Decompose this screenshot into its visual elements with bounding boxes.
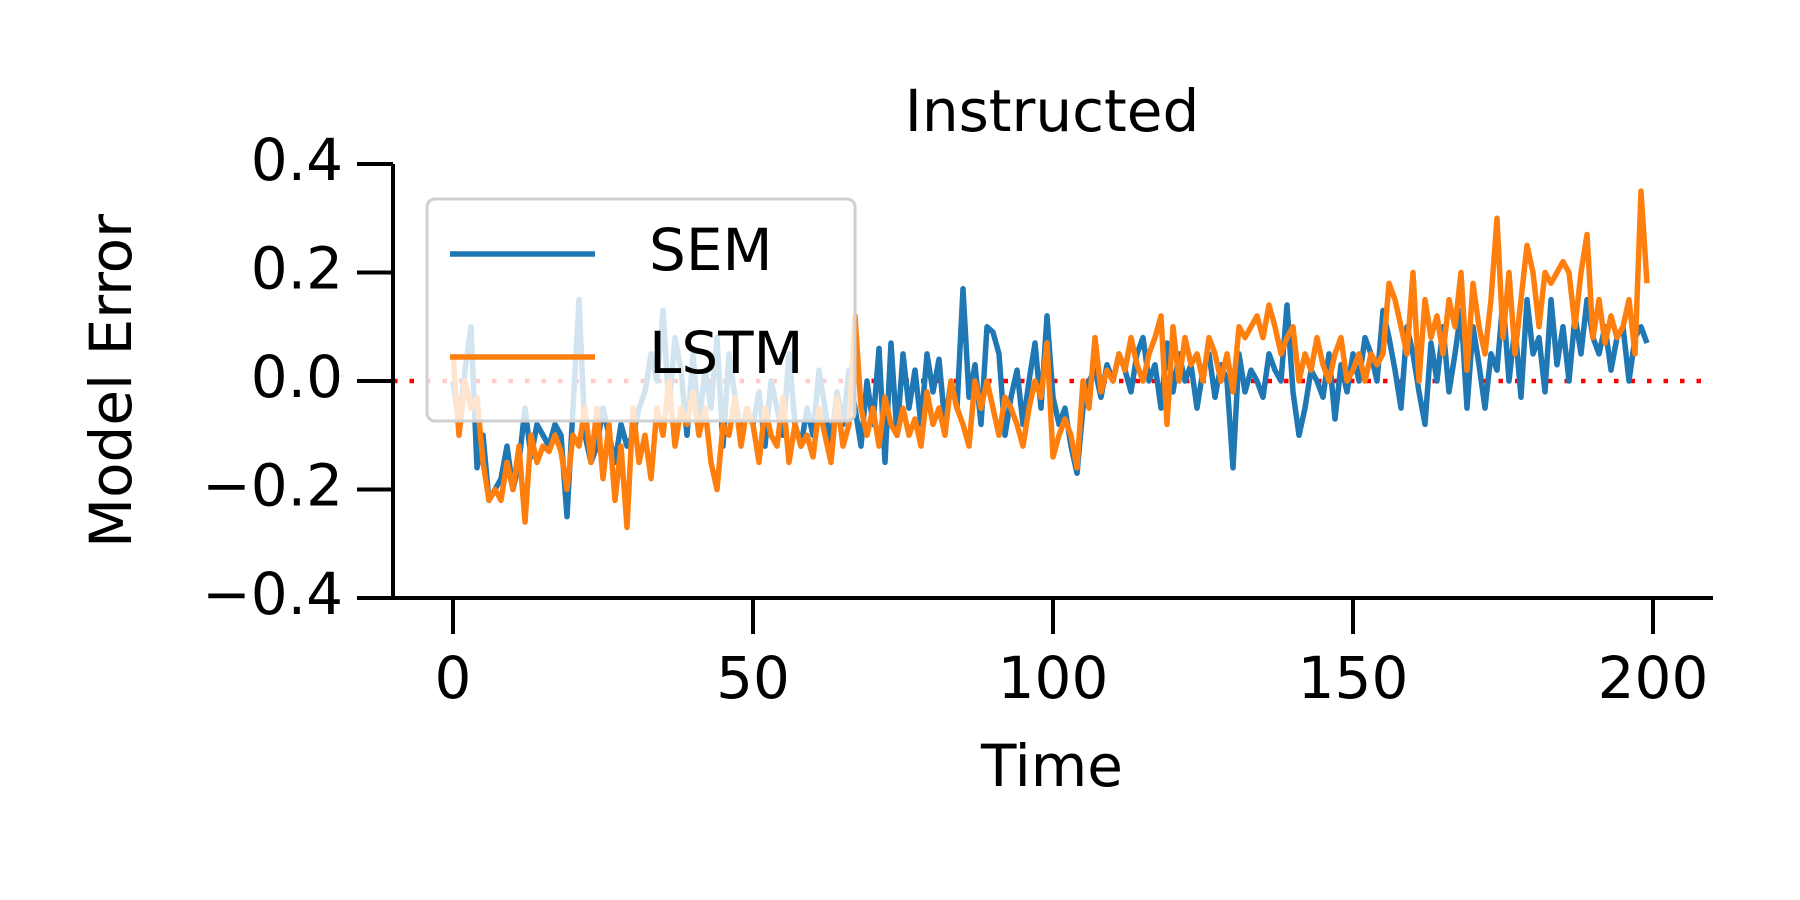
x-tick-label: 150 — [1298, 644, 1409, 712]
chart-title: Instructed — [905, 77, 1200, 145]
x-tick-label: 200 — [1598, 644, 1709, 712]
y-tick-label: 0.0 — [251, 343, 343, 411]
legend: SEM LSTM — [425, 197, 857, 423]
y-axis-label: Model Error — [77, 214, 145, 548]
x-tick-label: 50 — [716, 644, 790, 712]
y-tick-label: 0.4 — [251, 126, 343, 194]
y-tick-label: −0.2 — [202, 452, 343, 520]
data-line — [450, 188, 1650, 531]
x-tick-label: 100 — [998, 644, 1109, 712]
x-tick-label: 0 — [435, 644, 472, 712]
legend-box — [425, 197, 857, 423]
y-tick-label: −0.4 — [202, 560, 343, 628]
y-tick-label: 0.2 — [251, 235, 343, 303]
legend-label: SEM — [649, 216, 773, 284]
x-axis-label: Time — [980, 732, 1123, 800]
legend-label: LSTM — [649, 319, 804, 387]
